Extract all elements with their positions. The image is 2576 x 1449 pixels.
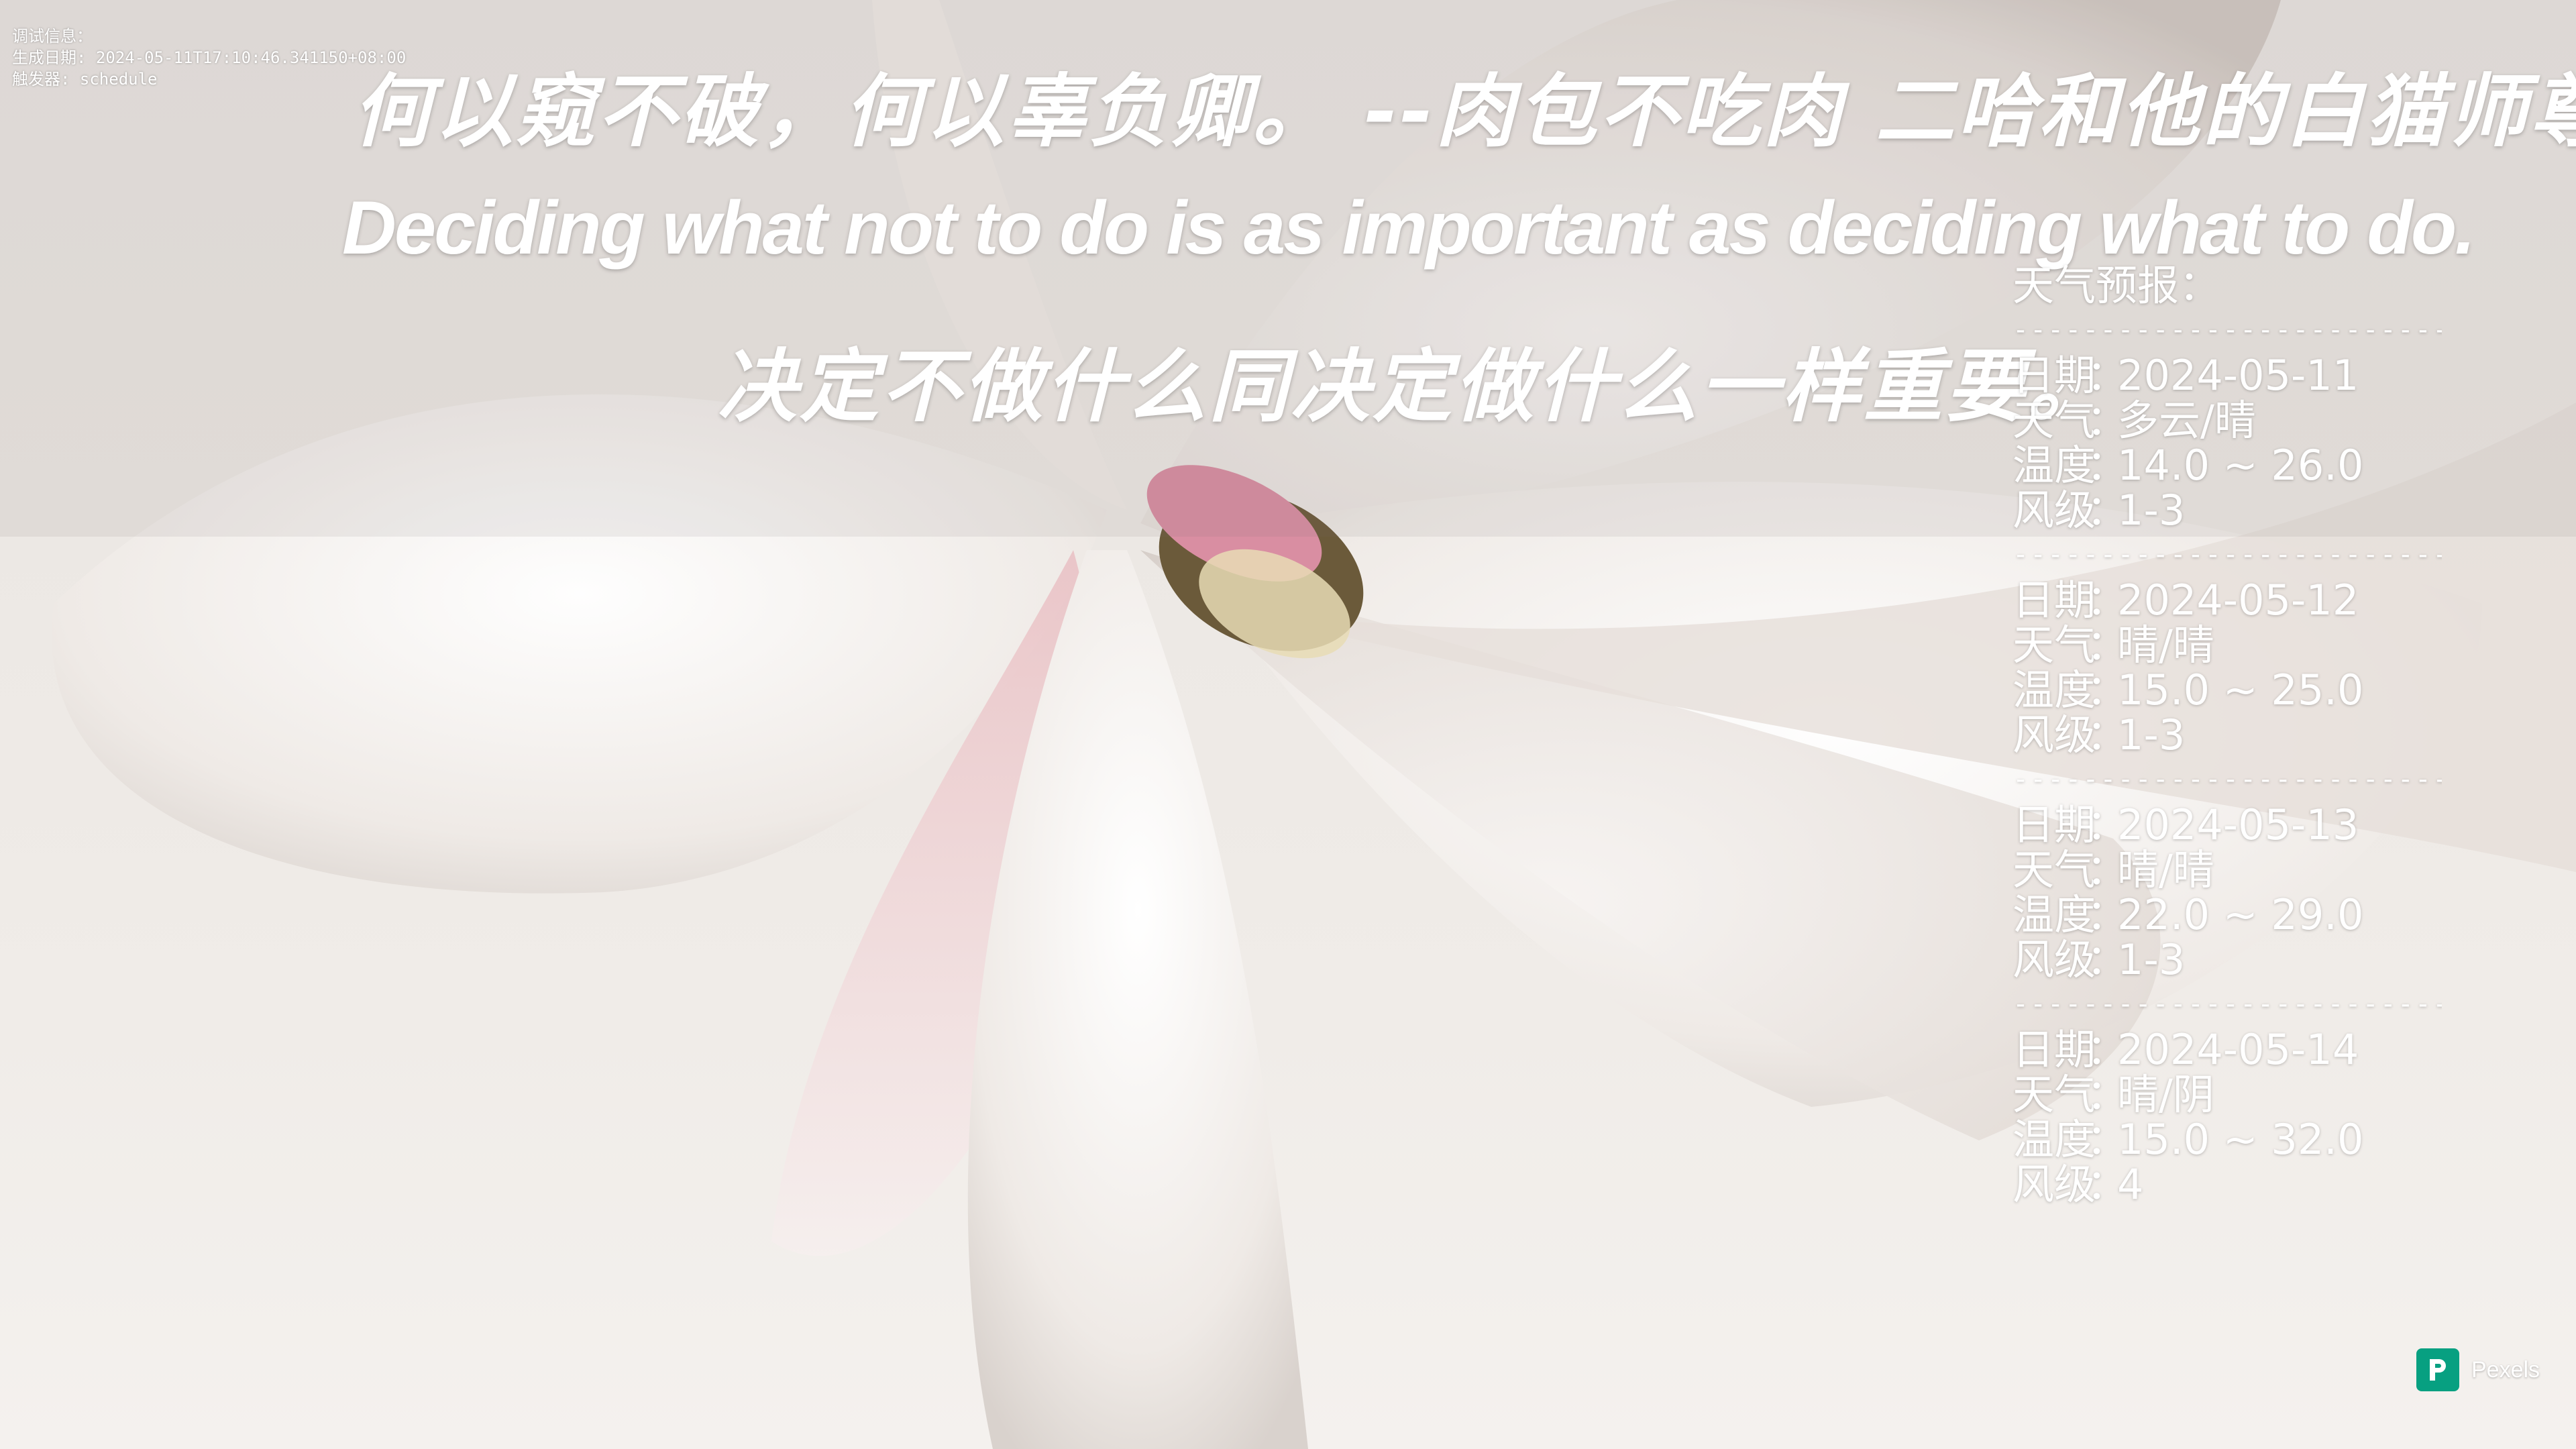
debug-trigger: 触发器: schedule: [12, 70, 158, 89]
date-label: 日期: [2012, 351, 2096, 400]
forecast-weather-row: 天气：多云/晴: [2012, 398, 2442, 443]
colon: ：: [2086, 800, 2129, 849]
temp-label: 温度: [2012, 890, 2096, 939]
forecast-day: 日期：2024-05-13 天气：晴/晴 温度：22.0 ~ 29.0 风级：1…: [2012, 802, 2442, 982]
weather-title: 天气预报：: [2012, 261, 2221, 310]
temp-label: 温度: [2012, 1115, 2096, 1164]
colon: ：: [2086, 576, 2129, 625]
weather-label: 天气: [2012, 621, 2096, 669]
colon: ：: [2086, 621, 2129, 669]
weather-forecast-panel: 天气预报： ----------------------------- 日期：2…: [2012, 263, 2442, 1207]
date-label: 日期: [2012, 800, 2096, 849]
pexels-label: Pexels: [2471, 1356, 2540, 1383]
forecast-wind-row: 风级：1-3: [2012, 712, 2442, 757]
forecast-wind-row: 风级：1-3: [2012, 937, 2442, 982]
date-label: 日期: [2012, 1025, 2096, 1074]
colon: ：: [2086, 441, 2129, 490]
weather-label: 天气: [2012, 396, 2096, 445]
colon: ：: [2086, 935, 2129, 984]
debug-info: 调试信息： 生成日期: 2024-05-11T17:10:46.341150+0…: [12, 25, 406, 90]
colon: ：: [2086, 1160, 2129, 1209]
separator: -----------------------------: [2012, 764, 2442, 795]
wind-value: 1-3: [2117, 486, 2186, 535]
temp-label: 温度: [2012, 665, 2096, 714]
colon: ：: [2086, 351, 2129, 400]
forecast-weather-row: 天气：晴/晴: [2012, 847, 2442, 892]
weather-value: 晴/晴: [2117, 621, 2214, 669]
forecast-day: 日期：2024-05-12 天气：晴/晴 温度：15.0 ~ 25.0 风级：1…: [2012, 578, 2442, 757]
debug-title: 调试信息：: [12, 27, 93, 46]
colon: ：: [2086, 710, 2129, 759]
pexels-watermark: Pexels: [2416, 1348, 2540, 1391]
colon: ：: [2086, 1115, 2129, 1164]
date-value: 2024-05-12: [2117, 576, 2359, 625]
weather-value: 晴/阴: [2117, 1070, 2214, 1119]
forecast-date-row: 日期：2024-05-14: [2012, 1027, 2442, 1072]
date-value: 2024-05-14: [2117, 1025, 2359, 1074]
forecast-wind-row: 风级：4: [2012, 1162, 2442, 1207]
forecast-temp-row: 温度：15.0 ~ 25.0: [2012, 667, 2442, 712]
colon: ：: [2086, 486, 2129, 535]
temp-label: 温度: [2012, 441, 2096, 490]
separator: -----------------------------: [2012, 539, 2442, 570]
quote-chinese-translation: 决定不做什么同决定做什么一样重要。: [718, 340, 2110, 433]
date-value: 2024-05-11: [2117, 351, 2359, 400]
weather-value: 晴/晴: [2117, 845, 2214, 894]
wind-label: 风级: [2012, 935, 2096, 984]
temp-value: 22.0 ~ 29.0: [2117, 890, 2364, 939]
wind-value: 4: [2117, 1160, 2144, 1209]
colon: ：: [2086, 1025, 2129, 1074]
temp-value: 15.0 ~ 25.0: [2117, 665, 2364, 714]
wind-value: 1-3: [2117, 710, 2186, 759]
wind-label: 风级: [2012, 486, 2096, 535]
quote-chinese-line: 何以窥不破，何以辜负卿。 --肉包不吃肉 二哈和他的白猫师尊: [352, 65, 2576, 158]
weather-label: 天气: [2012, 845, 2096, 894]
separator: -----------------------------: [2012, 315, 2442, 345]
forecast-temp-row: 温度：14.0 ~ 26.0: [2012, 443, 2442, 488]
forecast-date-row: 日期：2024-05-11: [2012, 353, 2442, 398]
forecast-day: 日期：2024-05-11 天气：多云/晴 温度：14.0 ~ 26.0 风级：…: [2012, 353, 2442, 533]
wind-label: 风级: [2012, 710, 2096, 759]
debug-generated-date: 生成日期: 2024-05-11T17:10:46.341150+08:00: [12, 48, 407, 67]
colon: ：: [2086, 890, 2129, 939]
forecast-day: 日期：2024-05-14 天气：晴/阴 温度：15.0 ~ 32.0 风级：4: [2012, 1027, 2442, 1207]
forecast-temp-row: 温度：15.0 ~ 32.0: [2012, 1117, 2442, 1162]
temp-value: 15.0 ~ 32.0: [2117, 1115, 2364, 1164]
colon: ：: [2086, 845, 2129, 894]
forecast-temp-row: 温度：22.0 ~ 29.0: [2012, 892, 2442, 937]
temp-value: 14.0 ~ 26.0: [2117, 441, 2364, 490]
colon: ：: [2086, 396, 2129, 445]
colon: ：: [2086, 1070, 2129, 1119]
wind-value: 1-3: [2117, 935, 2186, 984]
quote-english-line: Deciding what not to do is as important …: [342, 186, 2475, 270]
forecast-date-row: 日期：2024-05-13: [2012, 802, 2442, 847]
forecast-weather-row: 天气：晴/阴: [2012, 1072, 2442, 1117]
date-value: 2024-05-13: [2117, 800, 2359, 849]
weather-label: 天气: [2012, 1070, 2096, 1119]
weather-value: 多云/晴: [2117, 396, 2256, 445]
wind-label: 风级: [2012, 1160, 2096, 1209]
forecast-weather-row: 天气：晴/晴: [2012, 623, 2442, 667]
date-label: 日期: [2012, 576, 2096, 625]
quote-background-band: [0, 0, 2576, 537]
separator: -----------------------------: [2012, 989, 2442, 1020]
pexels-logo-icon: [2416, 1348, 2459, 1391]
colon: ：: [2086, 665, 2129, 714]
forecast-wind-row: 风级：1-3: [2012, 488, 2442, 533]
forecast-date-row: 日期：2024-05-12: [2012, 578, 2442, 623]
